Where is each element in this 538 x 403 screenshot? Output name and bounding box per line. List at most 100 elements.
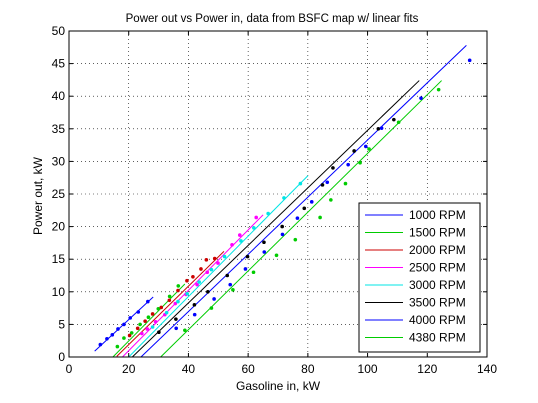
x-tick-label: 20 bbox=[122, 362, 136, 376]
data-point-4380-rpm bbox=[209, 306, 214, 310]
data-point-4380-rpm bbox=[358, 160, 362, 165]
x-tick-label: 40 bbox=[182, 362, 196, 376]
data-point-2500-rpm bbox=[153, 319, 158, 324]
y-tick-label: 30 bbox=[52, 154, 66, 168]
data-point-3000-rpm bbox=[222, 254, 227, 259]
fit-line-3000-rpm bbox=[128, 175, 309, 358]
x-tick-label: 0 bbox=[66, 362, 73, 376]
data-point-2000-rpm bbox=[135, 326, 140, 331]
data-point-4000-rpm bbox=[174, 326, 178, 331]
data-point-3000-rpm bbox=[176, 299, 180, 304]
legend-label: 3500 RPM bbox=[409, 296, 466, 310]
y-tick-label: 35 bbox=[52, 122, 66, 136]
data-point-2500-rpm bbox=[237, 233, 242, 237]
data-point-3500-rpm bbox=[174, 317, 178, 321]
data-points bbox=[98, 58, 472, 349]
x-tick-label: 80 bbox=[301, 362, 315, 376]
legend-label: 2500 RPM bbox=[409, 261, 466, 275]
data-point-4000-rpm bbox=[228, 282, 233, 287]
data-point-1500-rpm bbox=[129, 331, 134, 335]
data-point-3500-rpm bbox=[331, 166, 335, 170]
data-point-1000-rpm bbox=[116, 327, 120, 331]
data-point-3500-rpm bbox=[302, 206, 307, 211]
data-point-4000-rpm bbox=[325, 180, 330, 185]
data-point-3500-rpm bbox=[392, 117, 396, 122]
y-tick-label: 40 bbox=[52, 89, 66, 103]
data-point-4000-rpm bbox=[243, 267, 248, 271]
data-point-4380-rpm bbox=[436, 87, 441, 92]
x-tick-label: 120 bbox=[417, 362, 437, 376]
data-point-3000-rpm bbox=[239, 239, 243, 243]
data-point-1500-rpm bbox=[122, 336, 126, 340]
data-point-4000-rpm bbox=[419, 96, 423, 100]
data-point-1500-rpm bbox=[146, 315, 151, 320]
data-point-3000-rpm bbox=[185, 291, 190, 296]
data-point-4380-rpm bbox=[318, 215, 322, 220]
y-tick-label: 45 bbox=[52, 57, 66, 71]
data-point-3500-rpm bbox=[245, 254, 250, 259]
data-point-2500-rpm bbox=[216, 261, 220, 265]
data-point-1000-rpm bbox=[136, 310, 141, 314]
data-point-1000-rpm bbox=[98, 342, 103, 347]
data-point-2500-rpm bbox=[145, 327, 150, 331]
data-point-2000-rpm bbox=[199, 267, 203, 271]
data-point-1500-rpm bbox=[138, 322, 142, 327]
data-point-3000-rpm bbox=[282, 196, 286, 200]
data-point-3000-rpm bbox=[266, 211, 270, 216]
data-point-4000-rpm bbox=[309, 200, 314, 204]
data-point-4000-rpm bbox=[280, 232, 285, 237]
chart-title: Power out vs Power in, data from BSFC ma… bbox=[126, 13, 419, 25]
data-point-4000-rpm bbox=[192, 312, 197, 317]
data-point-2000-rpm bbox=[159, 305, 164, 310]
data-point-3000-rpm bbox=[298, 181, 303, 186]
legend-label: 1000 RPM bbox=[409, 208, 466, 222]
data-point-3000-rpm bbox=[209, 267, 214, 272]
data-point-3500-rpm bbox=[262, 240, 266, 245]
y-tick-label: 15 bbox=[52, 252, 66, 266]
data-point-4000-rpm bbox=[212, 297, 216, 301]
legend-label: 2000 RPM bbox=[409, 243, 466, 257]
data-point-3500-rpm bbox=[192, 303, 197, 307]
data-point-4000-rpm bbox=[295, 216, 300, 220]
data-point-4000-rpm bbox=[467, 58, 472, 63]
data-point-2000-rpm bbox=[176, 288, 180, 293]
fit-line-3500-rpm bbox=[131, 80, 420, 358]
data-point-3500-rpm bbox=[352, 149, 356, 153]
data-point-1000-rpm bbox=[146, 299, 150, 304]
data-point-2000-rpm bbox=[212, 256, 217, 261]
data-point-2000-rpm bbox=[150, 312, 155, 316]
legend-label: 3000 RPM bbox=[409, 278, 466, 292]
legend-label: 1500 RPM bbox=[409, 226, 466, 240]
fit-lines bbox=[94, 44, 467, 358]
data-point-1500-rpm bbox=[156, 306, 161, 311]
data-point-1500-rpm bbox=[115, 344, 120, 349]
legend-label: 4380 RPM bbox=[409, 331, 466, 345]
y-tick-label: 10 bbox=[52, 285, 66, 299]
data-point-2000-rpm bbox=[143, 319, 147, 323]
data-point-3500-rpm bbox=[376, 127, 381, 131]
data-point-2000-rpm bbox=[167, 298, 172, 303]
data-point-3500-rpm bbox=[206, 290, 210, 294]
fit-line-4380-rpm bbox=[160, 80, 442, 358]
data-point-4380-rpm bbox=[329, 198, 333, 202]
data-point-2500-rpm bbox=[254, 215, 259, 220]
y-axis-label: Power out, kW bbox=[31, 156, 45, 235]
data-point-4380-rpm bbox=[231, 288, 235, 292]
data-point-1000-rpm bbox=[105, 336, 109, 341]
data-point-2000-rpm bbox=[127, 333, 132, 338]
data-point-4380-rpm bbox=[396, 120, 401, 125]
y-tick-label: 0 bbox=[58, 350, 65, 364]
legend-label: 4000 RPM bbox=[409, 313, 466, 327]
data-point-4380-rpm bbox=[274, 253, 279, 258]
data-point-3000-rpm bbox=[252, 226, 256, 230]
data-point-2500-rpm bbox=[173, 301, 178, 306]
data-point-4380-rpm bbox=[367, 147, 371, 151]
data-point-3500-rpm bbox=[225, 273, 230, 278]
data-point-3500-rpm bbox=[280, 224, 284, 229]
data-point-4000-rpm bbox=[379, 126, 384, 130]
x-tick-label: 140 bbox=[477, 362, 497, 376]
data-point-2000-rpm bbox=[204, 258, 209, 262]
data-point-4380-rpm bbox=[183, 328, 187, 333]
axis-ticks: 0 20 40 60 80 100 120 140 0 5 10 15 20 25 30 35 40 45 50 bbox=[52, 24, 498, 376]
x-tick-label: 60 bbox=[241, 362, 255, 376]
